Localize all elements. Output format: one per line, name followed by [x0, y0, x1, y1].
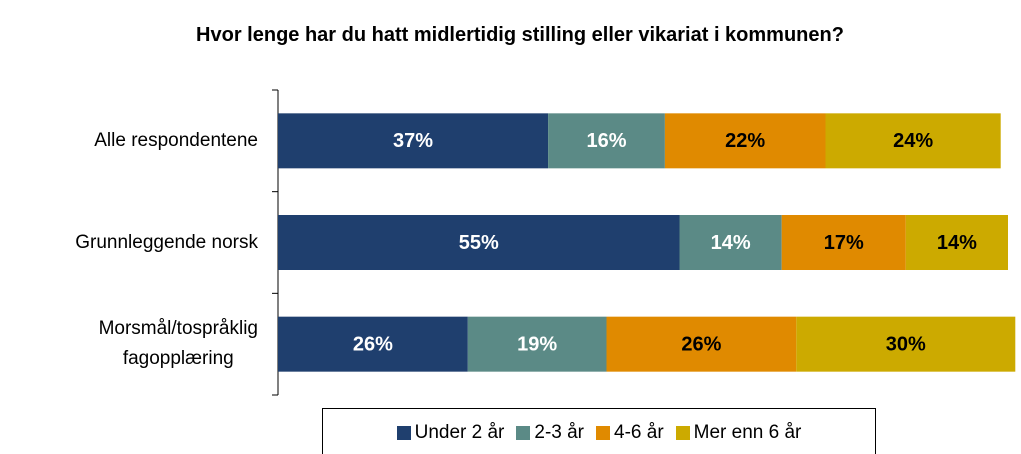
data-label: 37%	[393, 130, 433, 152]
bar-segment	[664, 113, 826, 169]
data-label: 26%	[681, 333, 721, 355]
legend-item: 2-3 år	[516, 422, 584, 444]
legend-label: Under 2 år	[414, 422, 505, 443]
data-label: 22%	[725, 130, 765, 152]
legend-item: Mer enn 6 år	[675, 422, 802, 444]
category-label: Grunnleggende norsk	[75, 231, 258, 253]
data-label: 26%	[353, 333, 393, 355]
bar-segment	[278, 215, 680, 270]
data-label: 19%	[517, 333, 557, 355]
legend-swatch	[675, 426, 690, 440]
legend-label: 4-6 år	[614, 422, 664, 443]
legend: Under 2 år 2-3 år 4-6 år Mer enn 6 år	[322, 408, 876, 454]
category-label: Morsmål/tospråklig fagopplæring	[98, 318, 258, 370]
data-label: 14%	[711, 232, 751, 254]
data-label: 24%	[893, 130, 933, 152]
bar-segment	[467, 316, 607, 372]
legend-label: Mer enn 6 år	[693, 422, 802, 443]
bar-segment	[905, 215, 1008, 270]
bar-segment	[679, 215, 782, 270]
legend-label: 2-3 år	[534, 422, 585, 443]
legend-swatch	[516, 426, 531, 440]
bar-segment	[781, 215, 906, 270]
data-label: 55%	[459, 232, 499, 254]
data-label: 16%	[586, 130, 626, 152]
bar-segment	[278, 113, 549, 169]
data-label: 17%	[824, 232, 864, 254]
legend-swatch	[396, 426, 411, 440]
data-label: 14%	[937, 232, 977, 254]
bar-segment	[825, 113, 1001, 169]
legend-item: 4-6 år	[596, 422, 664, 444]
data-label: 30%	[886, 333, 926, 355]
chart-title: Hvor lenge har du hatt midlertidig still…	[196, 24, 844, 46]
legend-swatch	[596, 426, 611, 440]
legend-item: Under 2 år	[396, 422, 505, 444]
bar-segment	[278, 316, 468, 372]
bar-segment	[796, 316, 1016, 372]
bar-segment	[548, 113, 665, 169]
bar-segment	[606, 316, 797, 372]
category-label: Alle respondentene	[94, 129, 258, 151]
